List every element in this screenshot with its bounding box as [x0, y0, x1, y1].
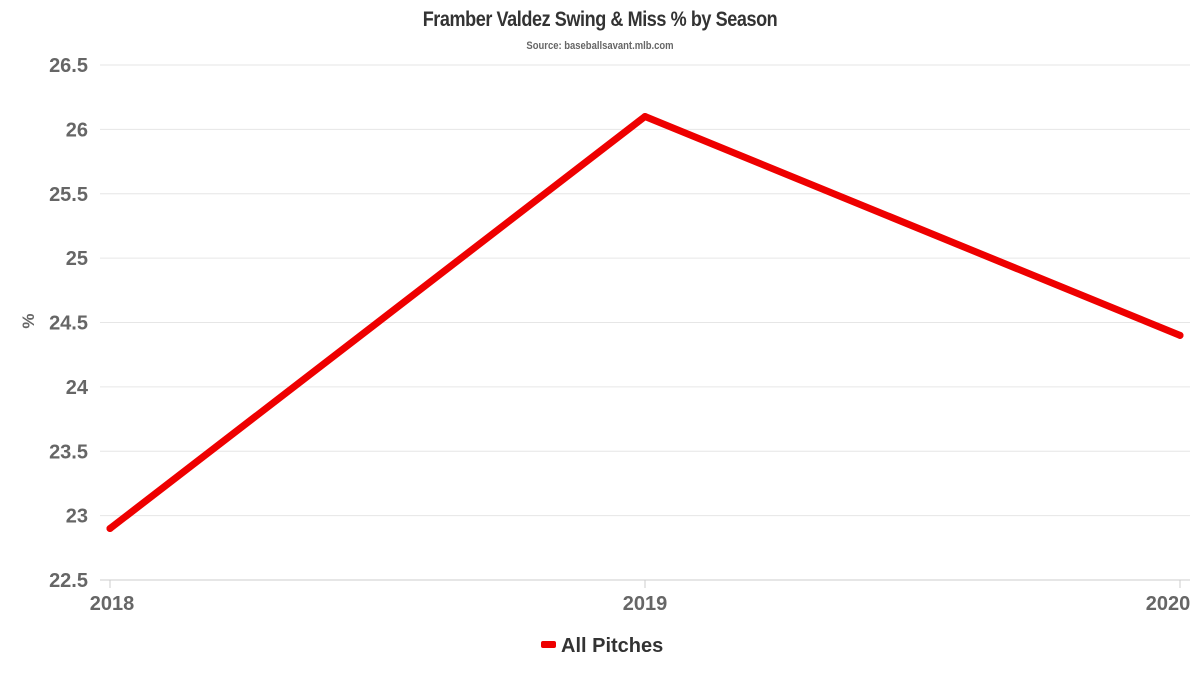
legend[interactable]: All Pitches: [541, 635, 663, 657]
y-tick-label: 23.5: [49, 441, 88, 463]
y-tick-label: 26.5: [49, 55, 88, 77]
plot-series: [106, 113, 1184, 532]
x-tick-label: 2018: [90, 593, 135, 615]
y-tick-label: 25: [66, 248, 88, 270]
gridlines: [100, 64, 1190, 517]
data-point[interactable]: [1176, 331, 1184, 339]
legend-label: All Pitches: [561, 635, 663, 657]
y-axis-title: %: [19, 313, 38, 328]
x-tick-label: 2020: [1146, 593, 1191, 615]
y-tick-label: 23: [66, 506, 88, 528]
data-point[interactable]: [106, 525, 114, 532]
y-tick-label: 26: [66, 119, 88, 141]
chart-title: Framber Valdez Swing & Miss % by Season: [422, 8, 778, 31]
y-axis: 22.5 23 23.5 24 24.5 25 25.5 26 26.5: [49, 55, 89, 592]
y-tick-label: 24.5: [49, 313, 88, 335]
y-tick-label: 24: [66, 377, 89, 399]
x-axis: 2018 2019 2020: [90, 579, 1191, 615]
data-point[interactable]: [641, 113, 649, 120]
legend-swatch: [541, 641, 556, 648]
chart-subtitle: Source: baseballsavant.mlb.com: [526, 40, 674, 52]
y-tick-label: 25.5: [49, 184, 88, 206]
y-tick-label: 22.5: [49, 570, 88, 592]
x-tick-label: 2019: [623, 593, 668, 615]
